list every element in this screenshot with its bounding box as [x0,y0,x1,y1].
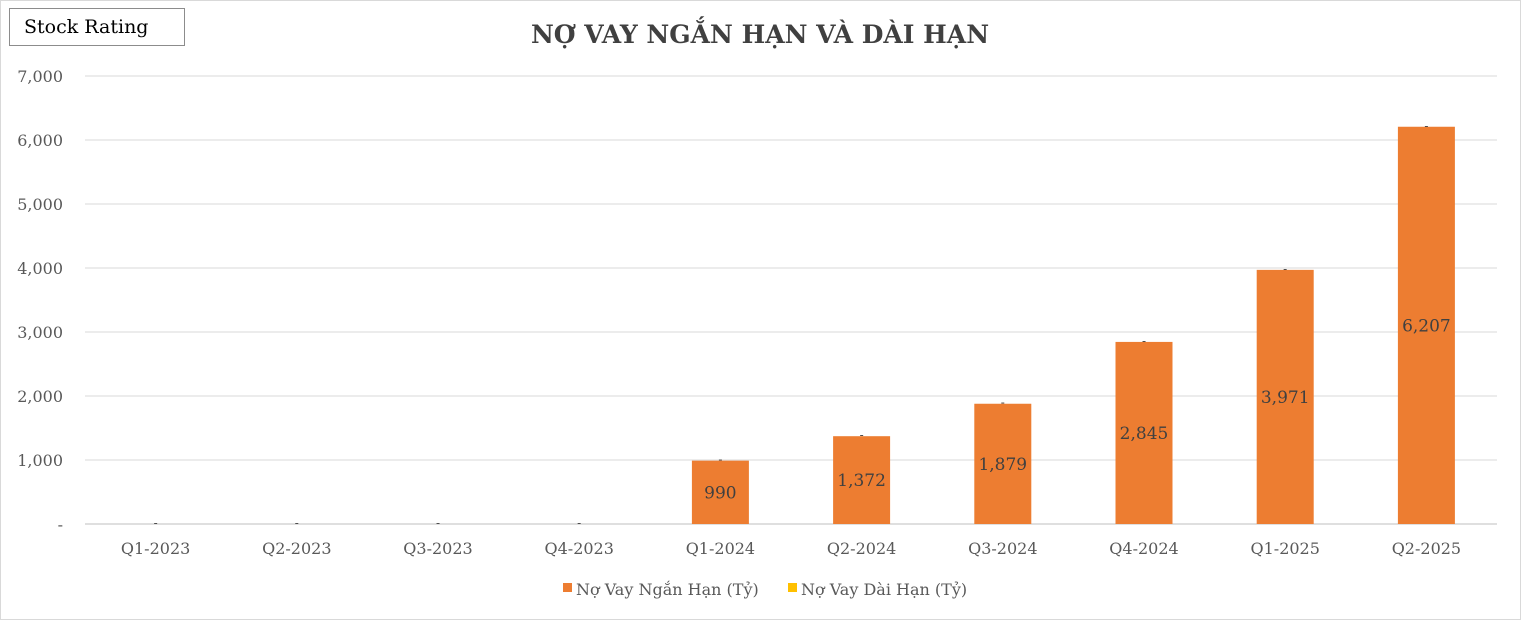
x-tick-label: Q3-2023 [403,539,472,558]
data-label-long-term: - [1424,119,1428,133]
y-tick-label: 4,000 [17,259,63,278]
y-tick-label: 3,000 [17,323,63,342]
bar-short-term [1397,126,1455,524]
data-label-short-term: 6,207 [1402,316,1451,336]
data-label-long-term: - [295,516,299,530]
y-axis: - 1,000 2,000 3,000 4,000 5,000 6,000 7,000 [17,67,63,534]
legend: Nợ Vay Ngắn Hạn (Tỷ) Nợ Vay Dài Hạn (Tỷ) [563,580,967,599]
legend-swatch-long-term [788,583,797,592]
data-label-long-term: - [860,428,864,442]
y-tick-label: - [58,515,63,534]
x-tick-label: Q2-2023 [262,539,331,558]
y-tick-label: 2,000 [17,387,63,406]
y-tick-label: 1,000 [17,451,63,470]
x-tick-label: Q3-2024 [968,539,1037,558]
data-label-long-term: - [154,516,158,530]
data-label-short-term: 990 [704,483,736,503]
y-tick-label: 6,000 [17,131,63,150]
data-label-long-term: - [1001,396,1005,410]
y-tick-label: 5,000 [17,195,63,214]
legend-swatch-short-term [563,583,572,592]
x-tick-label: Q1-2025 [1250,539,1319,558]
legend-label-long-term: Nợ Vay Dài Hạn (Tỷ) [801,580,967,599]
stock-rating-badge: Stock Rating [9,8,185,46]
x-axis: Q1-2023 Q2-2023 Q3-2023 Q4-2023 Q1-2024 Q2-20… [121,539,1461,558]
x-tick-label: Q2-2025 [1392,539,1461,558]
bars: - - - - 990 - 1,372 - 1,879 - 2,845 - 3,971 - 6,207 - [154,119,1455,530]
x-tick-label: Q1-2023 [121,539,190,558]
x-tick-label: Q1-2024 [686,539,755,558]
data-label-short-term: 1,372 [837,471,886,491]
data-label-short-term: 2,845 [1120,424,1169,444]
x-tick-label: Q2-2024 [827,539,896,558]
bar-short-term [691,460,749,524]
x-tick-label: Q4-2023 [544,539,613,558]
data-label-short-term: 1,879 [978,455,1027,475]
data-label-long-term: - [1142,334,1146,348]
data-label-long-term: - [436,516,440,530]
y-tick-label: 7,000 [17,67,63,86]
data-label-long-term: - [577,516,581,530]
bar-short-term [974,403,1032,524]
chart-title: NỢ VAY NGẮN HẠN VÀ DÀI HẠN [531,17,989,49]
x-tick-label: Q4-2024 [1109,539,1178,558]
legend-label-short-term: Nợ Vay Ngắn Hạn (Tỷ) [576,580,759,599]
bar-short-term [1256,269,1314,524]
data-label-short-term: 3,971 [1261,388,1310,408]
bar-short-term [1115,341,1173,524]
bar-short-term [833,436,891,524]
data-label-long-term: - [718,453,722,467]
data-label-long-term: - [1283,262,1287,276]
